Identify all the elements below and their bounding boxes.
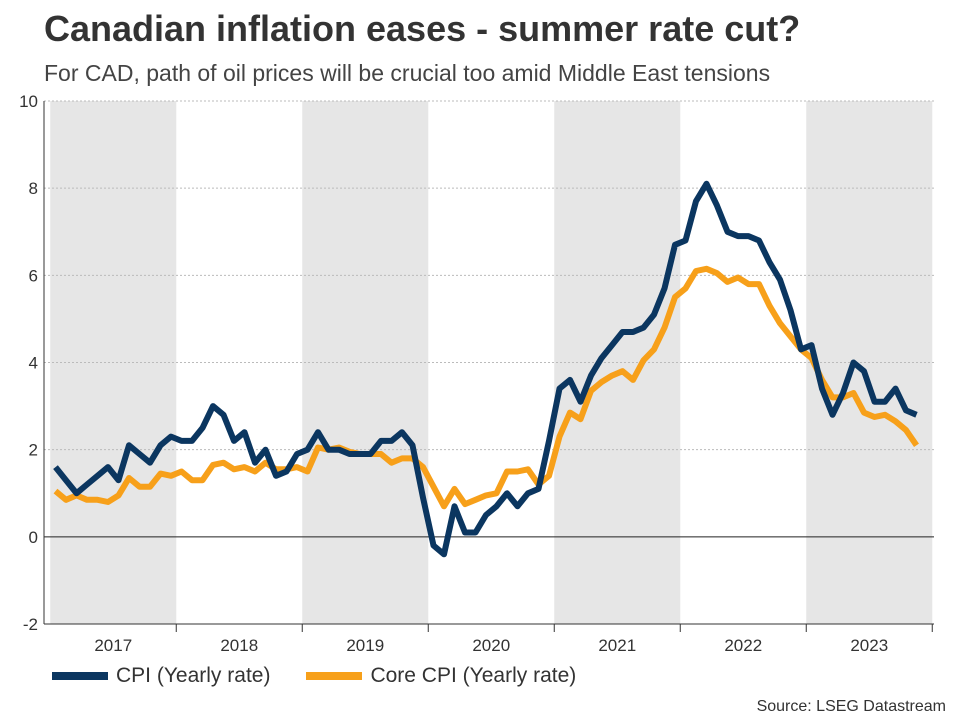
- chart-subtitle: For CAD, path of oil prices will be cruc…: [44, 60, 771, 86]
- x-tick-label-2021: 2021: [598, 636, 636, 655]
- series-line-cpi: [53, 180, 918, 558]
- y-tick-label: 6: [29, 266, 38, 285]
- series-line-core-cpi: [53, 265, 919, 510]
- y-tick-label: 0: [29, 528, 38, 547]
- y-tick-label: 10: [19, 92, 38, 111]
- y-tick-label: 8: [29, 179, 38, 198]
- legend-item-cpi: CPI (Yearly rate): [52, 664, 270, 688]
- chart-legend: CPI (Yearly rate) Core CPI (Yearly rate): [52, 664, 612, 688]
- legend-label-core: Core CPI (Yearly rate): [370, 664, 577, 687]
- x-tick-label-2022: 2022: [724, 636, 762, 655]
- legend-item-core: Core CPI (Yearly rate): [306, 664, 576, 688]
- x-tick-label-2017: 2017: [94, 636, 132, 655]
- x-tick-label-2023: 2023: [850, 636, 888, 655]
- legend-swatch-core: [306, 672, 363, 680]
- x-tick-label-2020: 2020: [472, 636, 510, 655]
- chart-title: Canadian inflation eases - summer rate c…: [44, 8, 801, 49]
- legend-label-cpi: CPI (Yearly rate): [116, 664, 271, 687]
- x-tick-label-2018: 2018: [220, 636, 258, 655]
- legend-swatch-cpi: [52, 672, 108, 680]
- y-tick-label: -2: [23, 615, 38, 634]
- y-tick-label: 2: [29, 441, 38, 460]
- x-tick-label-2019: 2019: [346, 636, 384, 655]
- source-note: Source: LSEG Datastream: [756, 698, 946, 715]
- y-tick-label: 4: [29, 354, 38, 373]
